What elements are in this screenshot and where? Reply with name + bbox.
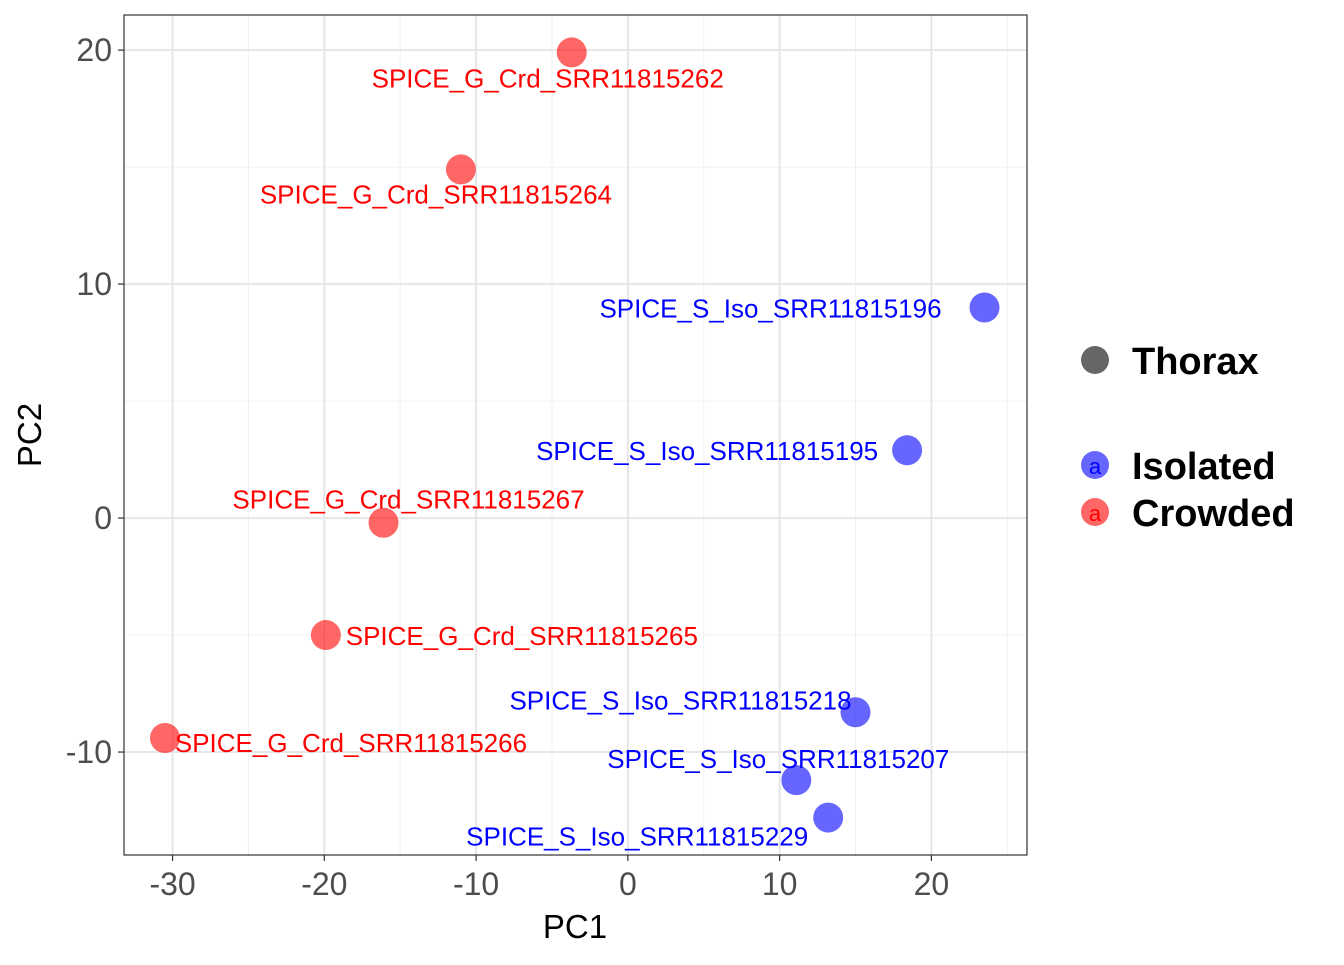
legend-isolated-label: Isolated	[1132, 446, 1276, 488]
point-label: SPICE_G_Crd_SRR11815267	[232, 485, 584, 515]
x-tick-label: 0	[619, 866, 637, 902]
grid	[124, 15, 1027, 855]
point-label: SPICE_S_Iso_SRR11815196	[599, 293, 941, 323]
legend-isolated-key	[1081, 451, 1109, 479]
x-tick-label: -10	[453, 866, 499, 902]
data-point	[840, 697, 871, 728]
x-axis-title: PC1	[543, 908, 607, 945]
point-label: SPICE_G_Crd_SRR11815264	[260, 179, 612, 209]
legend-crowded-key	[1081, 498, 1109, 526]
data-point	[892, 435, 923, 466]
legend-shape-title: Thorax	[1132, 341, 1259, 383]
labels-layer: SPICE_G_Crd_SRR11815262 SPICE_G_Crd_SRR11…	[175, 63, 949, 851]
data-point	[813, 802, 844, 833]
data-point	[781, 765, 812, 796]
point-label: SPICE_S_Iso_SRR11815195	[536, 436, 878, 466]
legend-crowded-glyph: a	[1089, 501, 1102, 526]
x-axis: -30 -20 -10 0 10 20	[149, 855, 949, 902]
legend-crowded-label: Crowded	[1132, 493, 1295, 535]
point-label: SPICE_S_Iso_SRR11815218	[509, 685, 851, 715]
point-label: SPICE_G_Crd_SRR11815266	[175, 728, 527, 758]
y-tick-label: -10	[66, 734, 112, 770]
panel-border	[123, 14, 1028, 856]
data-point	[445, 154, 476, 185]
point-label: SPICE_S_Iso_SRR11815207	[607, 744, 949, 774]
point-label: SPICE_S_Iso_SRR11815229	[466, 822, 808, 852]
y-axis-title: PC2	[11, 403, 48, 467]
y-tick-label: 10	[76, 266, 112, 302]
x-tick-label: 10	[762, 866, 798, 902]
x-tick-label: -30	[149, 866, 195, 902]
points-layer	[149, 37, 1000, 833]
legend-thorax-key	[1081, 346, 1109, 374]
point-label: SPICE_G_Crd_SRR11815265	[346, 621, 698, 651]
y-tick-label: 0	[94, 500, 112, 536]
legend-isolated-glyph: a	[1089, 454, 1102, 479]
data-point	[310, 620, 341, 651]
data-point	[969, 292, 1000, 323]
data-point	[368, 507, 399, 538]
x-tick-label: 20	[914, 866, 950, 902]
data-point	[149, 723, 180, 754]
y-axis: -10 0 10 20	[66, 32, 124, 770]
x-tick-label: -20	[301, 866, 347, 902]
y-tick-label: 20	[76, 32, 112, 68]
data-point	[556, 37, 587, 68]
legend: Thorax a Isolated a Crowded	[1081, 341, 1295, 535]
point-label: SPICE_G_Crd_SRR11815262	[372, 63, 724, 93]
panel-background	[124, 15, 1027, 855]
